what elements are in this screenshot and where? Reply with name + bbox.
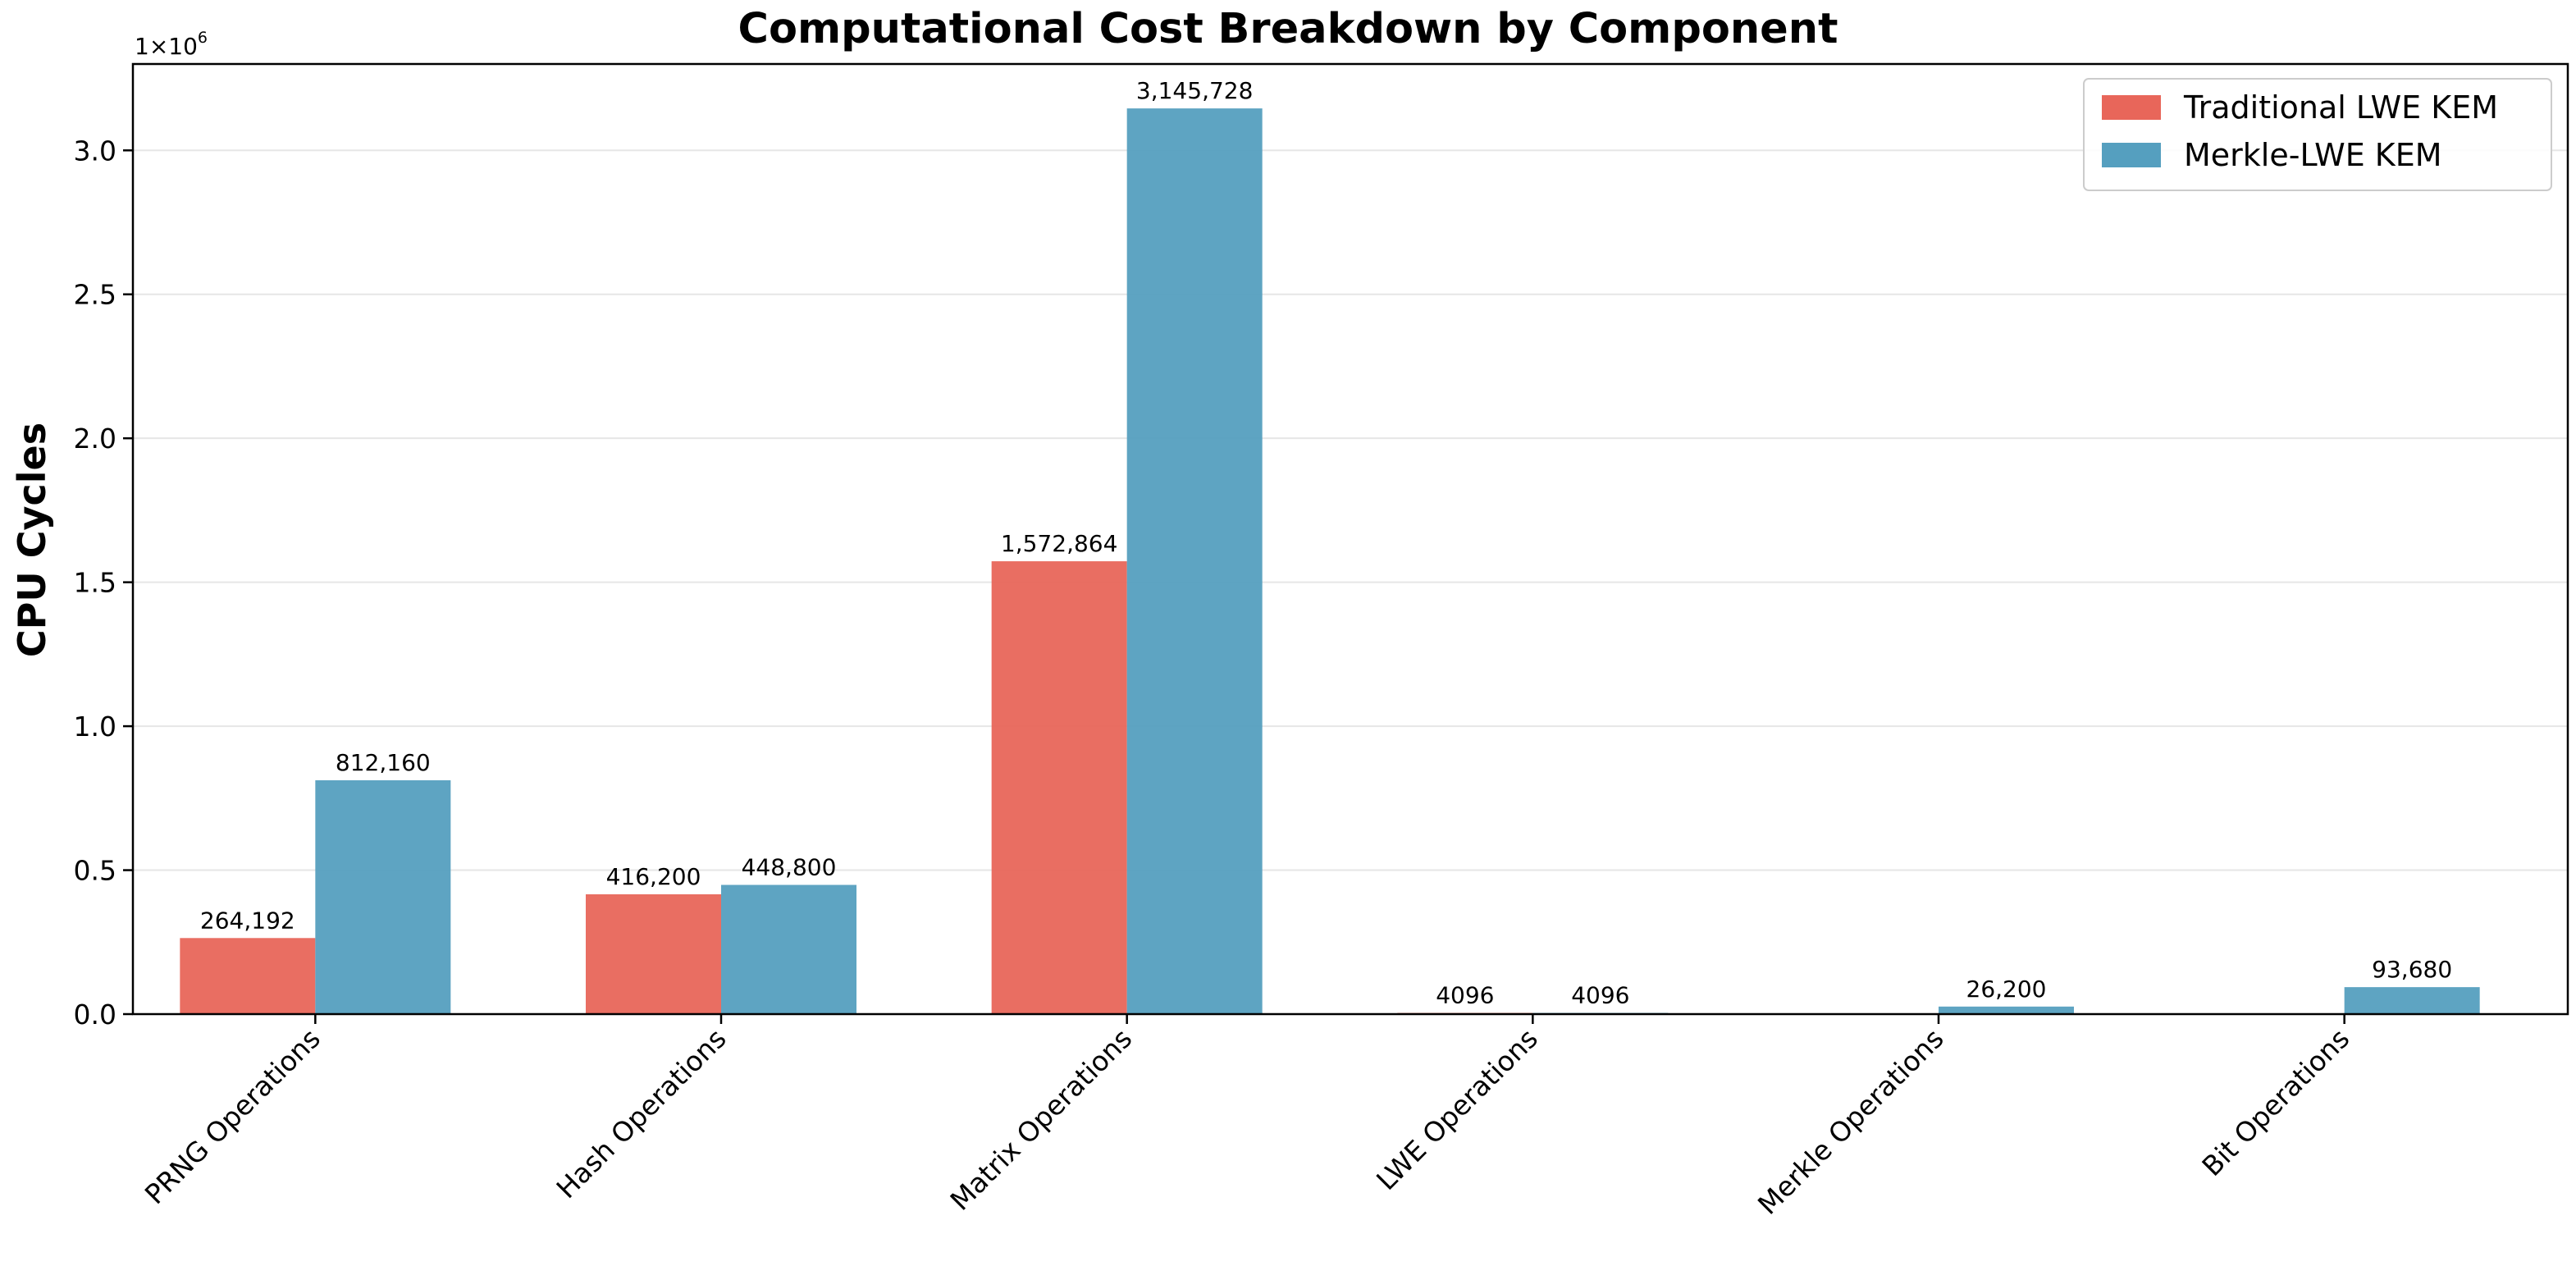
y-axis-label: CPU Cycles [10, 423, 54, 657]
legend-box [2083, 78, 2552, 191]
x-tick-label: Bit Operations [2195, 1022, 2355, 1182]
x-tick-label: PRNG Operations [139, 1022, 327, 1210]
data-label: 264,192 [200, 907, 295, 934]
data-label: 26,200 [1966, 976, 2047, 1003]
y-scale-base: 1×10 [135, 33, 198, 60]
y-tick-label: 1.5 [74, 567, 116, 599]
bar [315, 780, 451, 1014]
data-labels: 264,192 416,200 1,572,864 4096 812,160 448,80… [200, 77, 2452, 1008]
legend-label: Merkle-LWE KEM [2184, 137, 2442, 173]
axes: 0.0 0.5 1.0 1.5 2.0 2.5 3.0 PRNG Operations Hash… [74, 62, 2569, 1221]
bar [180, 938, 316, 1014]
x-tick-label: Hash Operations [550, 1022, 733, 1204]
y-tick-label: 1.0 [74, 711, 116, 743]
bar [991, 561, 1127, 1014]
y-tick-label: 2.0 [74, 423, 116, 455]
data-label: 3,145,728 [1136, 77, 1254, 104]
legend-swatch [2102, 143, 2161, 167]
legend: Traditional LWE KEM Merkle-LWE KEM [2083, 78, 2552, 191]
bar [1126, 108, 1263, 1014]
data-label: 93,680 [2372, 956, 2452, 983]
y-tick-label: 0.5 [74, 855, 116, 887]
bar [2344, 987, 2480, 1014]
x-tick-label: LWE Operations [1370, 1022, 1544, 1196]
bar [586, 894, 721, 1014]
y-axis-scale-label: 1×106 [135, 29, 208, 60]
data-label: 416,200 [606, 863, 701, 890]
legend-label: Traditional LWE KEM [2183, 89, 2498, 126]
x-tick-label: Matrix Operations [944, 1022, 1139, 1217]
grid-lines [133, 149, 2568, 1015]
data-label: 4096 [1571, 982, 1629, 1009]
bars [180, 108, 2480, 1014]
data-label: 448,800 [742, 854, 837, 881]
bar [721, 884, 856, 1014]
x-tick-label: Merkle Operations [1752, 1022, 1950, 1221]
y-tick-label: 2.5 [74, 279, 116, 311]
plot-frame [131, 62, 2569, 1016]
bar [1939, 1006, 2074, 1014]
y-tick-label: 3.0 [74, 135, 116, 167]
data-label: 1,572,864 [1001, 530, 1118, 557]
y-tick-label: 0.0 [74, 999, 116, 1031]
data-label: 812,160 [336, 749, 431, 776]
legend-swatch [2102, 95, 2161, 120]
y-scale-exponent: 6 [198, 29, 208, 47]
data-label: 4096 [1436, 982, 1494, 1009]
chart-title: Computational Cost Breakdown by Componen… [738, 5, 1838, 53]
